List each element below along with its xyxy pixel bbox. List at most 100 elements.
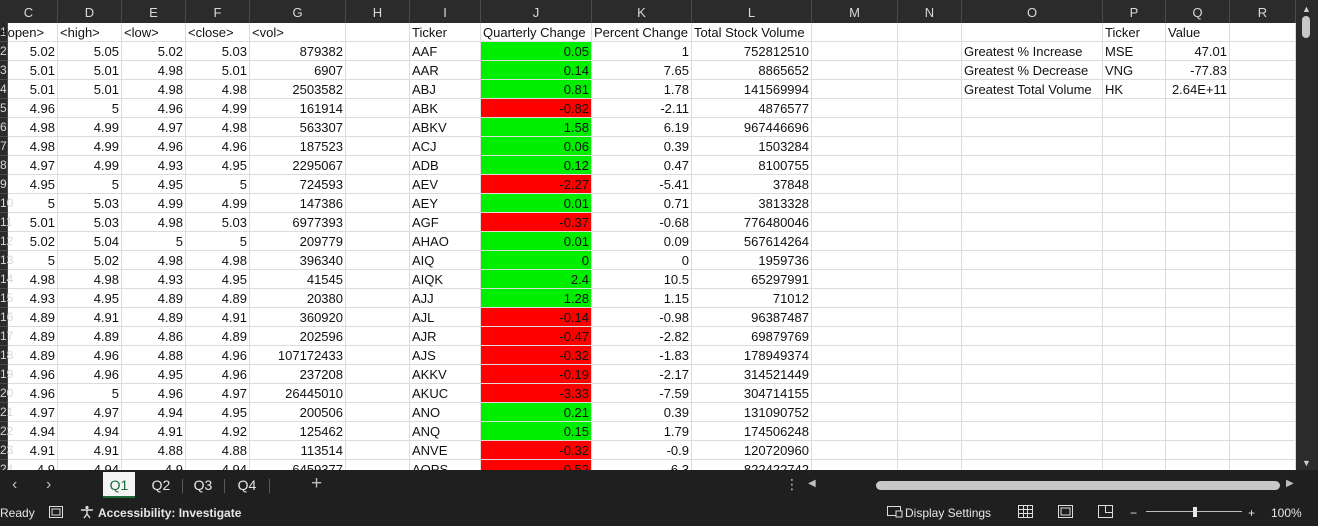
- cell[interactable]: [1230, 99, 1296, 118]
- total-cell[interactable]: 178949374: [692, 346, 812, 365]
- total-cell[interactable]: 567614264: [692, 232, 812, 251]
- close-cell[interactable]: 4.94: [186, 460, 250, 470]
- close-cell[interactable]: 4.89: [186, 289, 250, 308]
- low-cell[interactable]: 4.94: [122, 403, 186, 422]
- cell[interactable]: [1166, 232, 1230, 251]
- row-number[interactable]: 19: [0, 365, 13, 384]
- quarterly-change-cell[interactable]: 0.14: [481, 61, 592, 80]
- vol-cell[interactable]: 563307: [250, 118, 346, 137]
- low-cell[interactable]: 4.98: [122, 80, 186, 99]
- pchange-cell[interactable]: 1.15: [592, 289, 692, 308]
- cell[interactable]: [962, 251, 1103, 270]
- cell[interactable]: [962, 441, 1103, 460]
- open-cell[interactable]: 5: [8, 194, 58, 213]
- cell[interactable]: [812, 441, 898, 460]
- cell[interactable]: [1166, 460, 1230, 470]
- high-cell[interactable]: 4.91: [58, 308, 122, 327]
- header-cell[interactable]: <high>: [58, 23, 122, 42]
- pchange-cell[interactable]: 0.39: [592, 137, 692, 156]
- header-cell[interactable]: [1230, 23, 1296, 42]
- high-cell[interactable]: 5.01: [58, 80, 122, 99]
- total-cell[interactable]: 1503284: [692, 137, 812, 156]
- cell[interactable]: [962, 327, 1103, 346]
- open-cell[interactable]: 4.95: [8, 175, 58, 194]
- header-cell[interactable]: [346, 23, 410, 42]
- cell[interactable]: [898, 99, 962, 118]
- total-cell[interactable]: 314521449: [692, 365, 812, 384]
- total-cell[interactable]: 69879769: [692, 327, 812, 346]
- cell[interactable]: [1103, 270, 1166, 289]
- cell[interactable]: [898, 194, 962, 213]
- quarterly-change-cell[interactable]: 0.15: [481, 422, 592, 441]
- low-cell[interactable]: 5.02: [122, 42, 186, 61]
- row-number[interactable]: 21: [0, 403, 13, 422]
- zoom-in-icon[interactable]: +: [1248, 506, 1256, 520]
- cell[interactable]: [1103, 289, 1166, 308]
- quarterly-change-cell[interactable]: 0.12: [481, 156, 592, 175]
- cell[interactable]: [1103, 137, 1166, 156]
- high-cell[interactable]: 5.01: [58, 61, 122, 80]
- vol-cell[interactable]: 200506: [250, 403, 346, 422]
- vol-cell[interactable]: 360920: [250, 308, 346, 327]
- cell[interactable]: [898, 118, 962, 137]
- tab-q1[interactable]: Q1: [103, 472, 135, 498]
- quarterly-change-cell[interactable]: 1.28: [481, 289, 592, 308]
- cell[interactable]: [1103, 441, 1166, 460]
- column-header-g[interactable]: G: [250, 0, 346, 23]
- open-cell[interactable]: 4.89: [8, 308, 58, 327]
- open-cell[interactable]: 4.98: [8, 137, 58, 156]
- column-header-e[interactable]: E: [122, 0, 186, 23]
- row-number[interactable]: 10: [0, 194, 13, 213]
- close-cell[interactable]: 5.03: [186, 213, 250, 232]
- high-cell[interactable]: 5.03: [58, 194, 122, 213]
- close-cell[interactable]: 4.98: [186, 80, 250, 99]
- column-header-p[interactable]: P: [1103, 0, 1166, 23]
- close-cell[interactable]: 5: [186, 175, 250, 194]
- cell[interactable]: [812, 232, 898, 251]
- ticker-cell[interactable]: AKKV: [410, 365, 481, 384]
- cell[interactable]: [346, 403, 410, 422]
- ticker-cell[interactable]: ACJ: [410, 137, 481, 156]
- vol-cell[interactable]: 396340: [250, 251, 346, 270]
- cell[interactable]: [812, 270, 898, 289]
- cell[interactable]: [1230, 137, 1296, 156]
- cell[interactable]: [812, 61, 898, 80]
- cell[interactable]: [812, 460, 898, 470]
- pchange-cell[interactable]: 0: [592, 251, 692, 270]
- total-cell[interactable]: 96387487: [692, 308, 812, 327]
- cell[interactable]: [1103, 251, 1166, 270]
- row-number[interactable]: 14: [0, 270, 13, 289]
- cell[interactable]: [1230, 156, 1296, 175]
- cell[interactable]: [898, 270, 962, 289]
- cell[interactable]: [1103, 99, 1166, 118]
- nav-next-icon[interactable]: ›: [46, 476, 52, 493]
- open-cell[interactable]: 4.98: [8, 118, 58, 137]
- cell[interactable]: [812, 289, 898, 308]
- ticker-cell[interactable]: AKUC: [410, 384, 481, 403]
- low-cell[interactable]: 4.99: [122, 194, 186, 213]
- ticker-cell[interactable]: ADB: [410, 156, 481, 175]
- cell[interactable]: [1166, 175, 1230, 194]
- cell[interactable]: [812, 80, 898, 99]
- cell[interactable]: [812, 346, 898, 365]
- cell[interactable]: [346, 270, 410, 289]
- cell[interactable]: [346, 61, 410, 80]
- close-cell[interactable]: 4.99: [186, 99, 250, 118]
- pchange-cell[interactable]: -0.98: [592, 308, 692, 327]
- ticker-cell[interactable]: ANO: [410, 403, 481, 422]
- row-number[interactable]: 13: [0, 251, 13, 270]
- cell[interactable]: [1103, 194, 1166, 213]
- cell[interactable]: [1230, 365, 1296, 384]
- high-cell[interactable]: 5.04: [58, 232, 122, 251]
- total-cell[interactable]: 131090752: [692, 403, 812, 422]
- ticker-cell[interactable]: AEY: [410, 194, 481, 213]
- cell[interactable]: [898, 137, 962, 156]
- summary-value[interactable]: 47.01: [1166, 42, 1230, 61]
- cell[interactable]: [1103, 365, 1166, 384]
- cell[interactable]: [346, 194, 410, 213]
- row-number[interactable]: 7: [0, 137, 8, 156]
- cell[interactable]: [962, 270, 1103, 289]
- quarterly-change-cell[interactable]: -0.47: [481, 327, 592, 346]
- row-number[interactable]: 17: [0, 327, 13, 346]
- cell[interactable]: [1103, 118, 1166, 137]
